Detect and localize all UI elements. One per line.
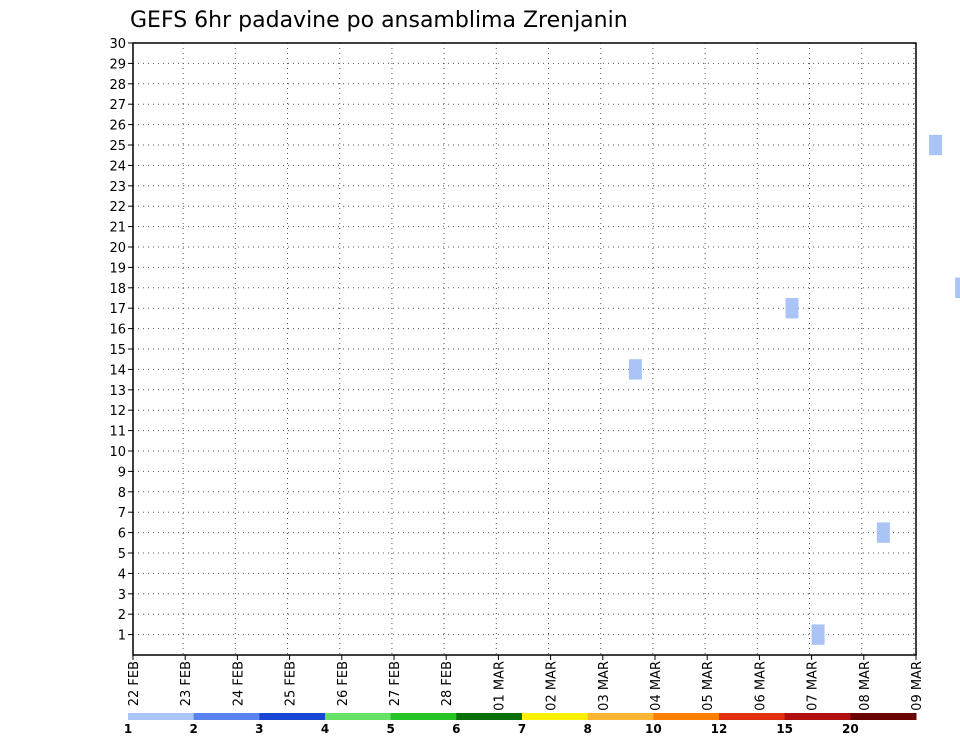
legend-label: 5 — [386, 722, 394, 736]
legend-swatch — [193, 713, 260, 720]
chart-title: GEFS 6hr padavine po ansamblima Zrenjani… — [130, 8, 628, 33]
y-tick-label: 9 — [118, 465, 126, 480]
x-tick-label: 02 MAR — [545, 661, 560, 711]
y-tick-label: 14 — [109, 363, 126, 378]
x-tick-label: 22 FEB — [127, 661, 142, 706]
precipitation-cell — [785, 298, 799, 319]
legend-label: 1 — [124, 722, 132, 736]
y-tick-label: 20 — [109, 241, 126, 256]
legend-swatch — [587, 713, 654, 720]
y-tick-label: 7 — [118, 506, 126, 521]
y-tick-label: 27 — [109, 98, 126, 113]
y-tick-label: 6 — [118, 527, 126, 542]
y-axis: 1234567891011121314151617181920212223242… — [109, 37, 133, 644]
x-tick-label: 23 FEB — [179, 661, 194, 706]
y-tick-label: 18 — [109, 282, 126, 297]
y-tick-label: 16 — [109, 323, 126, 338]
legend-label: 20 — [842, 722, 859, 736]
y-tick-label: 2 — [118, 608, 126, 623]
y-tick-label: 15 — [109, 343, 126, 358]
y-tick-label: 22 — [109, 200, 126, 215]
plot-grid — [133, 42, 916, 655]
x-tick-label: 01 MAR — [492, 661, 507, 711]
y-tick-label: 11 — [109, 425, 126, 440]
y-tick-label: 13 — [109, 384, 126, 399]
precipitation-cell — [876, 522, 890, 543]
color-legend: 1 2 3 4 5 6 7 8 10 12 15 20 — [124, 713, 917, 736]
legend-label: 6 — [452, 722, 460, 736]
y-tick-label: 29 — [109, 57, 126, 72]
x-tick-label: 08 MAR — [858, 661, 873, 711]
legend-swatch — [390, 713, 457, 720]
legend-label: 10 — [645, 722, 662, 736]
x-tick-label: 28 FEB — [440, 661, 455, 706]
y-tick-label: 19 — [109, 261, 126, 276]
legend-swatch — [784, 713, 851, 720]
y-tick-label: 23 — [109, 180, 126, 195]
legend-swatch — [522, 713, 589, 720]
y-tick-label: 24 — [109, 159, 126, 174]
legend-swatch — [456, 713, 523, 720]
x-tick-label: 25 FEB — [284, 661, 299, 706]
legend-label: 15 — [776, 722, 793, 736]
legend-label: 7 — [518, 722, 526, 736]
legend-label: 8 — [583, 722, 591, 736]
legend-swatch — [259, 713, 326, 720]
legend-swatch — [653, 713, 720, 720]
y-tick-label: 3 — [118, 588, 126, 603]
x-tick-label: 07 MAR — [806, 661, 821, 711]
precipitation-cell — [955, 277, 960, 298]
legend-swatch — [128, 713, 195, 720]
legend-label: 2 — [189, 722, 197, 736]
y-tick-label: 5 — [118, 547, 126, 562]
y-tick-label: 17 — [109, 302, 126, 317]
x-tick-label: 04 MAR — [649, 661, 664, 711]
y-tick-label: 10 — [109, 445, 126, 460]
y-tick-label: 8 — [118, 486, 126, 501]
legend-label: 4 — [321, 722, 329, 736]
x-tick-label: 24 FEB — [231, 661, 246, 706]
legend-swatch — [850, 713, 917, 720]
x-tick-label: 26 FEB — [336, 661, 351, 706]
precipitation-cell — [628, 359, 642, 380]
legend-swatch — [719, 713, 786, 720]
legend-label: 3 — [255, 722, 263, 736]
y-tick-label: 12 — [109, 404, 126, 419]
y-tick-label: 4 — [118, 567, 126, 582]
plot-cells — [628, 134, 960, 645]
x-axis: 22 FEB 23 FEB 24 FEB 25 FEB 26 FEB 27 FEB 28 F… — [127, 655, 925, 711]
x-tick-label: 06 MAR — [753, 661, 768, 711]
y-tick-label: 30 — [109, 37, 126, 52]
y-tick-label: 26 — [109, 119, 126, 134]
y-tick-label: 21 — [109, 221, 126, 236]
x-tick-label: 03 MAR — [597, 661, 612, 711]
x-tick-label: 27 FEB — [388, 661, 403, 706]
y-tick-label: 1 — [118, 629, 126, 644]
x-tick-label: 09 MAR — [910, 661, 925, 711]
legend-swatch — [325, 713, 392, 720]
legend-label: 12 — [711, 722, 728, 736]
y-tick-label: 25 — [109, 139, 126, 154]
precipitation-cell — [811, 624, 825, 645]
y-tick-label: 28 — [109, 78, 126, 93]
precipitation-cell — [929, 134, 943, 156]
x-tick-label: 05 MAR — [701, 661, 716, 711]
